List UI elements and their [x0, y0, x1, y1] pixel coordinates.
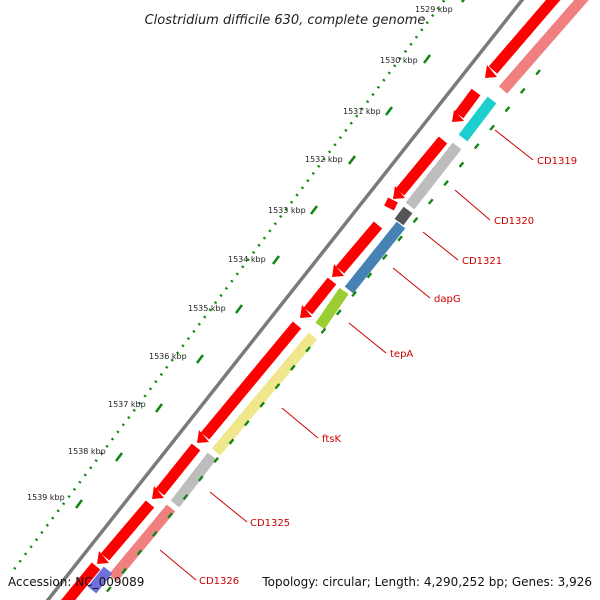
cds-feature	[200, 321, 302, 440]
gene-feature	[405, 142, 462, 210]
tick-ring	[10, 0, 447, 573]
leader-line	[209, 491, 248, 523]
major-tick	[114, 452, 124, 462]
major-tick	[234, 304, 244, 314]
tick-label: 1531 kbp	[343, 107, 381, 116]
map-title: Clostridium difficile 630, complete geno…	[145, 13, 426, 28]
arrowhead	[197, 430, 209, 443]
gene-feature	[108, 504, 176, 582]
cds-feature	[155, 443, 201, 496]
tick-label: 1532 kbp	[305, 155, 343, 164]
major-tick	[347, 155, 357, 165]
cds-feature	[61, 562, 101, 600]
cds-track	[61, 0, 561, 600]
cds-arrowheads	[97, 65, 497, 564]
gene-labels: CD1319 CD1320 CD1321 dapG tepA ftsK CD13…	[199, 156, 577, 587]
major-tick	[309, 205, 319, 215]
gene-feature	[315, 287, 349, 330]
leader-line	[392, 267, 431, 299]
leader-line	[159, 549, 197, 581]
gene-feature	[394, 206, 413, 226]
leader-line	[281, 407, 319, 439]
tick-label: 1530 kbp	[380, 56, 418, 65]
tick-label: 1534 kbp	[228, 255, 266, 264]
gene-label: CD1325	[250, 518, 290, 529]
gene-feature	[211, 332, 318, 456]
major-tick	[195, 354, 205, 364]
gene-label: CD1321	[462, 256, 502, 267]
major-tick	[422, 54, 432, 64]
cds-feature	[488, 0, 561, 74]
cds-feature	[303, 277, 337, 315]
gene-label: tepA	[390, 349, 413, 360]
tick-label: 1535 kbp	[188, 304, 226, 313]
arrowhead	[300, 305, 312, 318]
gene-track	[87, 0, 589, 594]
leader-line	[454, 189, 491, 221]
leader-line	[494, 129, 534, 161]
major-tick	[384, 106, 394, 116]
major-tick	[154, 403, 164, 413]
gene-label: ftsK	[322, 434, 341, 445]
arrowhead	[332, 264, 344, 277]
gene-label: dapG	[434, 294, 461, 305]
major-tick	[74, 499, 84, 509]
backbone-line	[45, 0, 525, 600]
tick-marks	[74, 0, 466, 509]
major-tick	[271, 255, 281, 265]
cds-feature	[100, 500, 155, 561]
arrowhead	[152, 486, 164, 499]
gene-label: CD1320	[494, 216, 534, 227]
tick-labels: 1529 kbp 1530 kbp 1531 kbp 1532 kbp 1533…	[27, 5, 453, 502]
arrowhead	[485, 65, 497, 78]
tick-label: 1537 kbp	[108, 400, 146, 409]
topology-text: Topology: circular; Length: 4,290,252 bp…	[261, 575, 592, 589]
accession-text: Accession: NC_009089	[8, 575, 144, 589]
cds-feature	[454, 88, 481, 119]
gene-label: CD1319	[537, 156, 577, 167]
gene-feature	[87, 566, 113, 594]
gene-feature	[344, 221, 406, 294]
gene-feature	[458, 96, 497, 142]
leader-line	[348, 322, 387, 354]
cds-feature	[335, 221, 383, 274]
gene-label: CD1326	[199, 576, 239, 587]
tick-label: 1529 kbp	[415, 5, 453, 14]
tick-label: 1538 kbp	[68, 447, 106, 456]
major-tick	[460, 0, 466, 3]
label-leaders	[159, 129, 534, 581]
arrowhead	[97, 551, 109, 564]
leader-line	[422, 231, 459, 261]
cds-feature	[395, 136, 448, 196]
tick-label: 1536 kbp	[149, 352, 187, 361]
tick-label: 1539 kbp	[27, 493, 65, 502]
gene-feature	[498, 0, 589, 94]
arrowhead	[393, 186, 405, 199]
tick-label: 1533 kbp	[268, 206, 306, 215]
arrowhead	[452, 110, 464, 122]
gene-feature	[170, 452, 217, 508]
cds-feature	[384, 197, 398, 211]
